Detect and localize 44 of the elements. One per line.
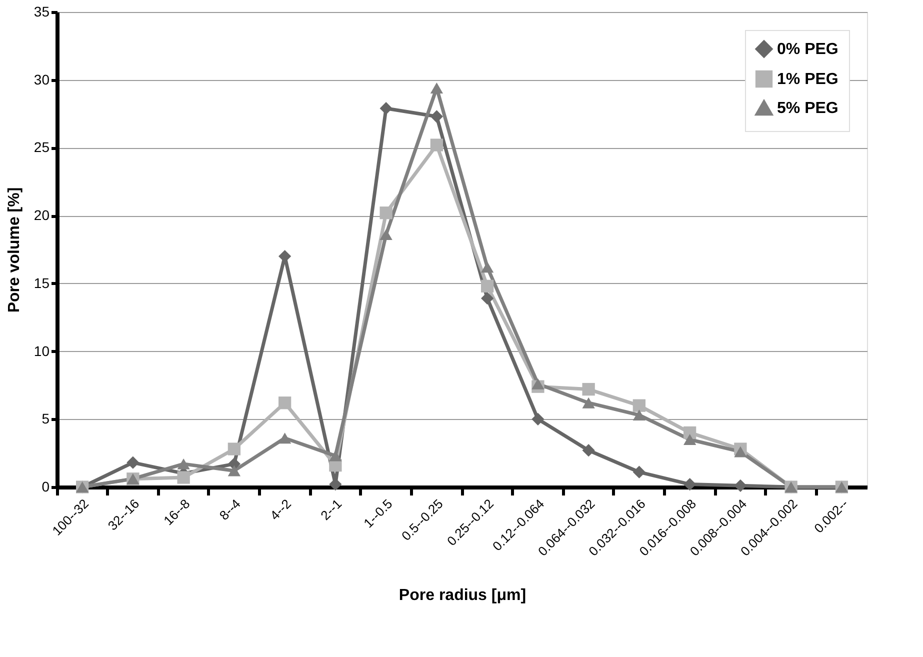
point [278, 432, 292, 444]
point [582, 444, 595, 457]
y-tick-label: 25 [34, 139, 50, 156]
point [683, 434, 696, 445]
point [480, 292, 494, 305]
point [480, 262, 494, 273]
point [683, 478, 696, 491]
y-tick-label: 10 [34, 342, 50, 359]
y-tick-label: 35 [34, 4, 50, 20]
point [582, 382, 595, 396]
point [582, 397, 595, 408]
y-tick-label: 15 [34, 274, 50, 291]
point [430, 138, 444, 152]
x-tick-label: 2--1 [318, 496, 345, 524]
point [329, 450, 342, 462]
point [380, 229, 392, 240]
point [228, 442, 241, 456]
point [177, 458, 190, 470]
point [632, 399, 646, 412]
point [734, 446, 747, 458]
point [177, 471, 190, 484]
x-tick-label: 4--2 [267, 496, 294, 524]
y-tick-label: 20 [34, 207, 50, 224]
x-axis-title: Pore radius [μm] [398, 586, 526, 604]
point [430, 110, 444, 123]
x-tick-label: 8--4 [216, 496, 244, 524]
y-tick-label: 0 [42, 478, 50, 494]
point [228, 465, 241, 476]
point [632, 410, 646, 421]
legend-label: 5% PEG [777, 100, 838, 117]
point [430, 82, 444, 94]
y-tick-label: 30 [34, 71, 50, 88]
point [278, 396, 292, 410]
point [532, 378, 544, 390]
legend-label: 1% PEG [777, 71, 838, 88]
point [380, 102, 392, 115]
point [480, 280, 494, 292]
point [632, 466, 646, 478]
point [380, 206, 392, 220]
point [532, 412, 544, 426]
y-axis-title: Pore volume [%] [6, 187, 23, 313]
point [126, 456, 140, 469]
y-tick-label: 5 [42, 410, 50, 427]
legend-label: 0% PEG [777, 41, 838, 58]
